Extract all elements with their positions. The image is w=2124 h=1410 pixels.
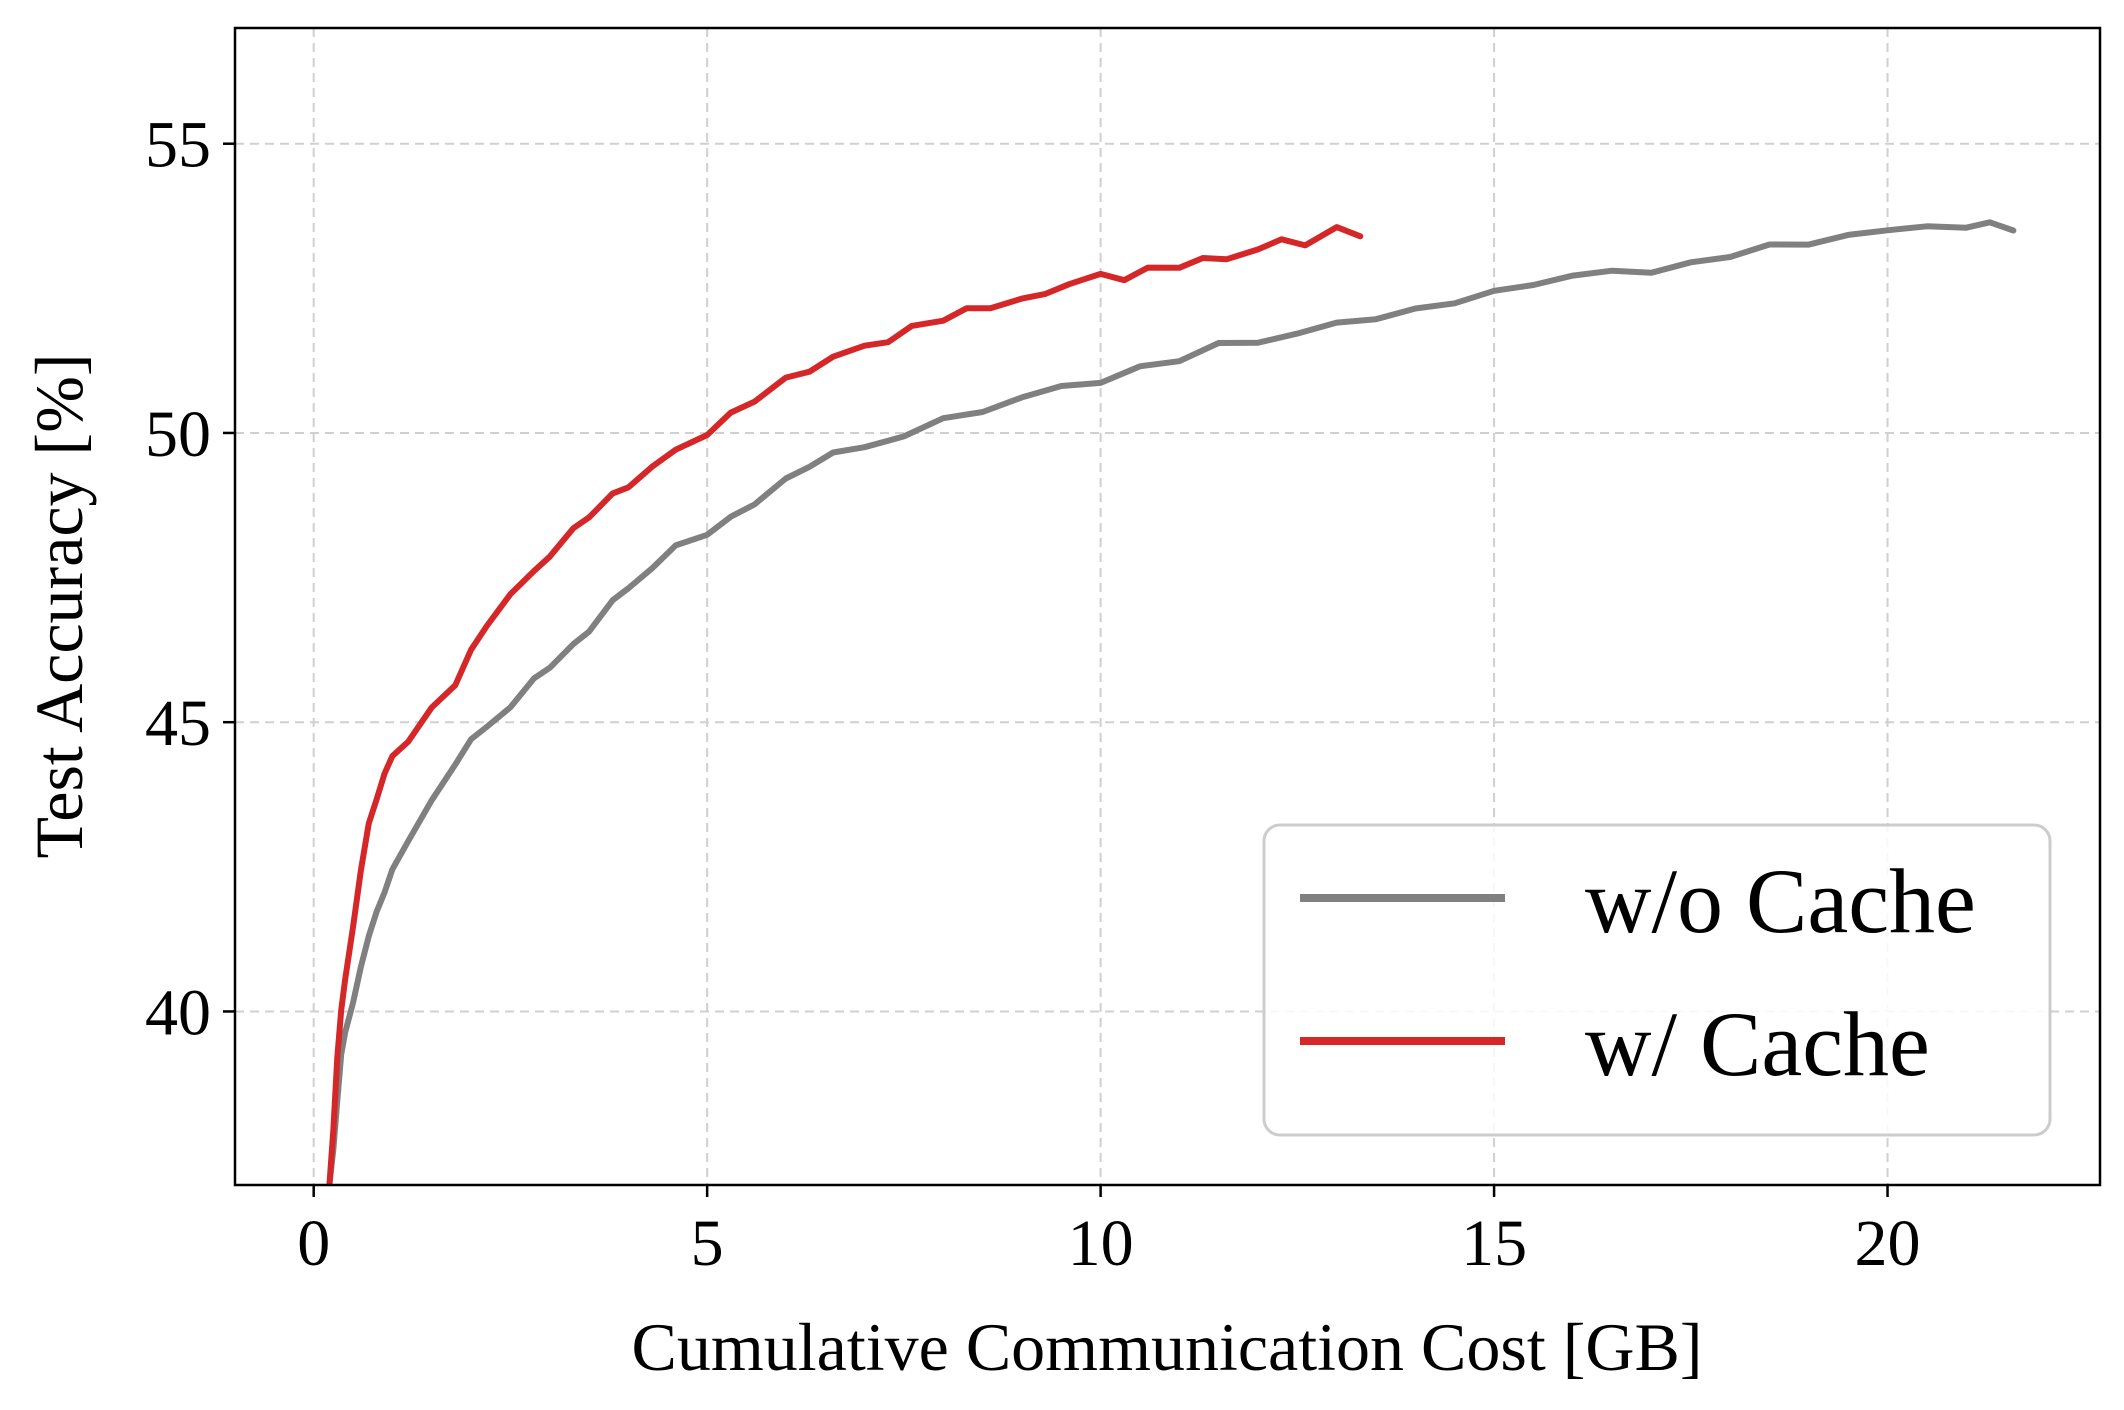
legend-box — [1262, 823, 2052, 1137]
y-axis-label: Test Accuracy [%] — [21, 354, 97, 859]
x-axis-label: Cumulative Communication Cost [GB] — [632, 1309, 1703, 1385]
series-line-w-cache — [326, 224, 1364, 1185]
y-tick-label: 50 — [145, 398, 211, 471]
legend-label-w-o-cache: w/o Cache — [1585, 850, 1976, 952]
y-tick-label: 40 — [145, 976, 211, 1049]
x-tick-label: 0 — [297, 1207, 330, 1280]
series-lines — [326, 218, 2017, 1185]
legend: w/o Cache w/ Cache — [1262, 823, 2052, 1137]
axis-ticks: 0 5 10 15 20 40 45 50 55 — [145, 109, 1921, 1280]
plot-frame — [233, 26, 2102, 1187]
x-tick-label: 15 — [1461, 1207, 1527, 1280]
y-tick-label: 45 — [145, 687, 211, 760]
x-tick-label: 20 — [1855, 1207, 1921, 1280]
y-tick-label: 55 — [145, 109, 211, 182]
x-tick-label: 5 — [691, 1207, 724, 1280]
legend-label-w-cache: w/ Cache — [1585, 993, 1930, 1095]
series-line-w-o-cache — [326, 219, 2017, 1185]
x-tick-label: 10 — [1068, 1207, 1134, 1280]
